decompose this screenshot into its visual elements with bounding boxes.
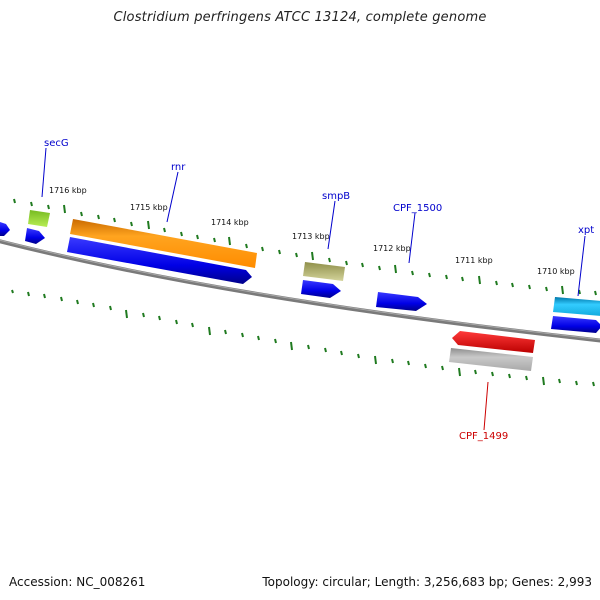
gene-label-rnr[interactable]: rnr: [171, 162, 186, 173]
gene-arrow-rnr-adjacent[interactable]: [67, 237, 252, 284]
kbp-labels: 1716 kbp 1715 kbp 1714 kbp 1713 kbp 1712…: [49, 186, 575, 276]
gene-arrow-secg-adjacent[interactable]: [25, 228, 45, 244]
kbp-label-1710: 1710 kbp: [537, 267, 575, 276]
kbp-label-1715: 1715 kbp: [130, 203, 168, 212]
outer-tick-track: [13, 198, 597, 296]
gene-cpf1499[interactable]: [449, 348, 533, 371]
accession-text: Accession: NC_008261: [9, 575, 146, 589]
kbp-label-1712: 1712 kbp: [373, 244, 411, 253]
gene-cpf1499-red[interactable]: [452, 331, 535, 353]
gene-label-smpb[interactable]: smpB: [322, 191, 350, 202]
kbp-label-1716: 1716 kbp: [49, 186, 87, 195]
gene-label-secg[interactable]: secG: [44, 138, 69, 149]
gene-label-cpf1499[interactable]: CPF_1499: [459, 431, 508, 442]
gene-rnr[interactable]: [70, 219, 257, 268]
gene-arrow-xpt-adjacent[interactable]: [551, 316, 600, 333]
label-leaders: [41, 147, 586, 431]
map-title: Clostridium perfringens ATCC 13124, comp…: [113, 10, 487, 25]
gene-xpt[interactable]: [553, 297, 600, 316]
kbp-label-1714: 1714 kbp: [211, 218, 249, 227]
gene-arrow-smpb-adjacent[interactable]: [301, 280, 341, 298]
gene-smpb[interactable]: [303, 262, 345, 281]
inner-tick-track: [11, 289, 595, 387]
gene-label-cpf1500[interactable]: CPF_1500: [393, 203, 442, 214]
gene-label-xpt[interactable]: xpt: [578, 225, 594, 236]
gene-labels: secG rnr smpB CPF_1500 xpt CPF_1499: [44, 138, 594, 442]
kbp-label-1711: 1711 kbp: [455, 256, 493, 265]
genome-backbone: [0, 239, 600, 343]
genome-summary-text: Topology: circular; Length: 3,256,683 bp…: [262, 575, 592, 589]
kbp-label-1713: 1713 kbp: [292, 232, 330, 241]
gene-secg[interactable]: [28, 210, 50, 227]
gene-arrow-cpf1500-adjacent[interactable]: [376, 292, 427, 311]
gene-arrow-left-edge[interactable]: [0, 222, 10, 236]
